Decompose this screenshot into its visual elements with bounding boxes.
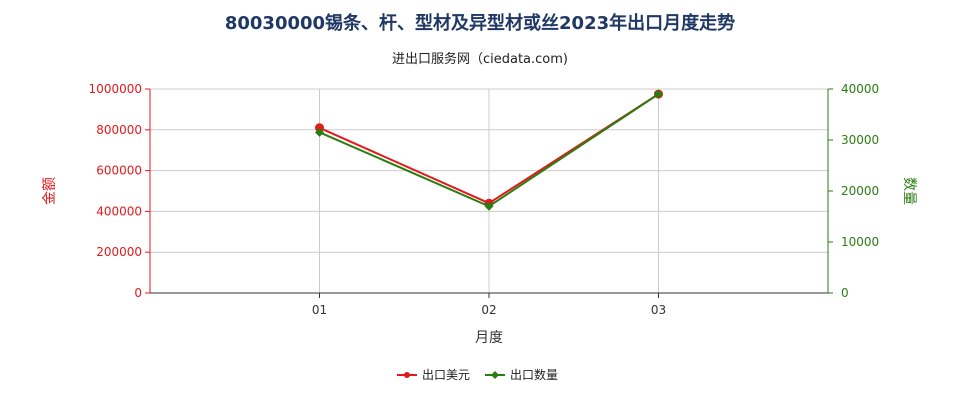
chart-title: 80030000锡条、杆、型材及异型材或丝2023年出口月度走势 <box>224 13 736 34</box>
series-1-point[interactable] <box>484 201 494 211</box>
series-1-point[interactable] <box>315 127 324 137</box>
right-axis-label: 数量 <box>901 177 917 205</box>
x-axis-ticks: 01 02 03 <box>312 293 666 317</box>
right-axis-ticks: 0 10000 20000 30000 40000 <box>828 82 879 300</box>
x-tick-label: 01 <box>312 303 327 317</box>
legend-label-export-usd: 出口美元 <box>422 368 470 382</box>
series-group <box>315 89 663 211</box>
left-tick-label: 600000 <box>96 164 142 178</box>
left-tick-label: 1000000 <box>89 82 142 96</box>
right-tick-label: 0 <box>841 286 849 300</box>
x-tick-label: 03 <box>651 303 666 317</box>
legend: 出口美元 出口数量 <box>397 367 558 382</box>
left-axis-label: 金额 <box>42 177 58 205</box>
series-1-point[interactable] <box>654 89 663 99</box>
x-axis-label: 月度 <box>475 330 503 346</box>
left-axis-ticks: 0 200000 400000 600000 800000 1000000 <box>89 82 150 300</box>
grid-lines <box>150 88 829 293</box>
left-tick-label: 400000 <box>96 204 142 218</box>
right-tick-label: 40000 <box>841 82 879 96</box>
left-tick-label: 800000 <box>96 123 142 137</box>
left-tick-label: 200000 <box>96 245 142 259</box>
right-tick-label: 30000 <box>841 133 879 147</box>
legend-marker-export-usd <box>404 372 410 378</box>
legend-label-export-qty: 出口数量 <box>510 367 558 382</box>
legend-item-export-qty[interactable]: 出口数量 <box>485 367 558 382</box>
series-0-point[interactable] <box>315 123 324 133</box>
right-tick-label: 20000 <box>841 184 879 198</box>
chart-subtitle: 进出口服务网（ciedata.com) <box>391 52 568 67</box>
left-tick-label: 0 <box>134 286 142 300</box>
right-tick-label: 10000 <box>841 235 879 249</box>
x-tick-label: 02 <box>481 303 496 317</box>
legend-item-export-usd[interactable]: 出口美元 <box>397 368 470 382</box>
legend-marker-export-qty <box>491 371 499 379</box>
